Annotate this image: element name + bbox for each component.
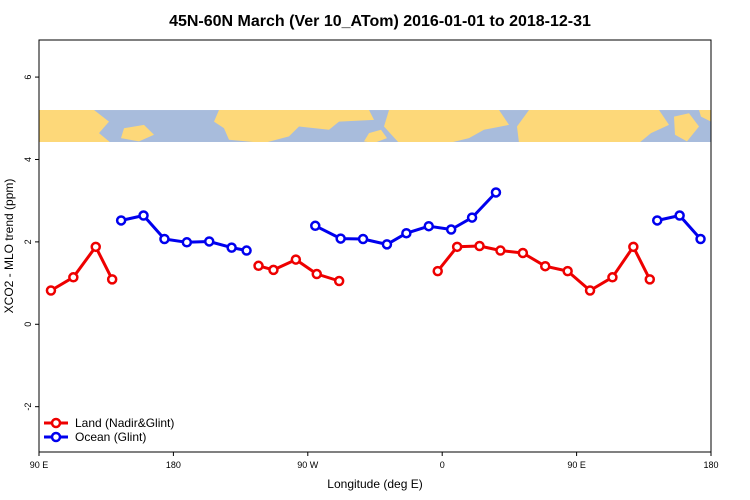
x-axis: 90 E 180 90 W 0 90 E 180 [30, 452, 719, 470]
series-2-point-0-0 [651, 215, 663, 226]
series-1-point-1-8 [490, 187, 502, 198]
series-0-point-2-10 [644, 274, 656, 285]
series-0-point-0-0 [45, 285, 57, 296]
series-0-point-2-8 [607, 272, 618, 283]
series-0-point-2-4 [517, 247, 529, 259]
series-0-point-0-3 [106, 274, 118, 285]
series-0-point-2-7 [584, 285, 596, 296]
y-tick-label-1: 0 [23, 322, 33, 327]
series-0-point-1-3 [311, 268, 323, 280]
y-tick-label-2: 2 [23, 239, 33, 244]
plot-frame [38, 39, 712, 453]
map-land-0 [39, 110, 110, 142]
series-0-point-2-1 [451, 241, 463, 253]
legend-land-label: Land (Nadir&Glint) [75, 416, 174, 430]
series-0-point-1-0 [253, 260, 264, 272]
series-1-point-1-5 [423, 220, 435, 232]
series-1-point-0-6 [241, 245, 252, 256]
series-0-point-1-4 [333, 275, 345, 287]
map-land-1 [121, 124, 154, 142]
series-layer [45, 187, 706, 296]
x-tick-label-3: 0 [440, 460, 445, 470]
map-land-4 [364, 129, 387, 142]
map-land-5 [517, 110, 669, 142]
series-2-point-0-2 [695, 233, 706, 245]
chart-title: 45N-60N March (Ver 10_ATom) 2016-01-01 t… [169, 13, 591, 30]
series-1-point-0-5 [226, 242, 237, 253]
series-1-point-1-6 [445, 224, 457, 235]
series-1-point-0-1 [138, 210, 149, 221]
legend-land-marker [50, 417, 62, 429]
series-0-point-2-6 [562, 265, 573, 277]
series-0-line-0 [50, 245, 114, 292]
x-tick-label-4: 90 E [567, 460, 586, 470]
series-0-point-2-0 [432, 265, 443, 277]
x-axis-title: Longitude (deg E) [327, 477, 422, 491]
series-0-point-1-1 [268, 264, 279, 276]
series-1-point-0-3 [181, 237, 193, 248]
legend-ocean-marker [50, 431, 62, 443]
y-tick-label-3: 4 [23, 157, 33, 162]
map-land-3 [384, 110, 509, 142]
series-1-point-1-3 [381, 239, 393, 250]
series-0-point-2-9 [628, 241, 639, 253]
x-tick-label-5: 180 [703, 460, 718, 470]
map-land-7 [699, 110, 711, 122]
series-1-point-1-0 [310, 220, 321, 232]
series-1-point-0-2 [159, 233, 170, 245]
series-2-point-0-1 [674, 210, 685, 221]
legend: Land (Nadir&Glint) Ocean (Glint) [44, 416, 174, 444]
series-1-point-0-0 [115, 215, 127, 226]
series-0-point-0-2 [90, 241, 101, 253]
series-1-point-1-2 [357, 233, 369, 245]
series-0-point-1-2 [290, 254, 302, 265]
x-tick-label-2: 90 W [297, 460, 319, 470]
y-axis-title: XCO2 - MLO trend (ppm) [2, 179, 16, 314]
y-tick-label-4: 6 [23, 75, 33, 80]
map-land-2 [214, 110, 374, 142]
series-0-point-2-3 [495, 245, 506, 256]
world-map-band [39, 110, 711, 142]
map-land-6 [674, 113, 699, 142]
legend-ocean-label: Ocean (Glint) [75, 430, 146, 444]
series-0-point-2-2 [474, 240, 485, 252]
y-axis: -2 0 2 4 6 [23, 75, 39, 411]
x-tick-label-1: 180 [166, 460, 181, 470]
series-1-point-0-4 [203, 236, 215, 247]
x-tick-label-0: 90 E [30, 460, 49, 470]
y-tick-label-0: -2 [23, 403, 33, 411]
series-1-point-1-1 [335, 233, 346, 244]
series-1-point-1-7 [466, 212, 478, 223]
series-0-point-2-5 [539, 260, 551, 272]
series-1-point-1-4 [401, 227, 412, 239]
series-0-point-0-1 [68, 272, 79, 283]
